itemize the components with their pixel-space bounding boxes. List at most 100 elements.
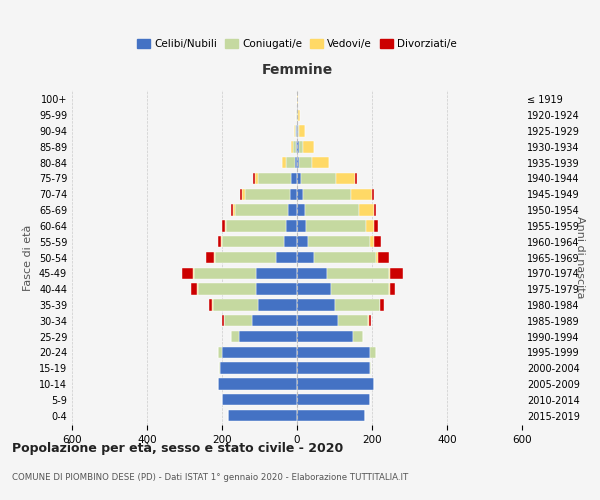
Bar	[297, 126, 298, 137]
Bar	[389, 268, 390, 279]
Bar	[302, 188, 352, 200]
Bar	[390, 268, 403, 279]
Bar	[376, 252, 377, 263]
Bar	[298, 126, 299, 137]
Bar	[194, 268, 256, 279]
Bar	[297, 141, 299, 152]
Bar	[286, 220, 297, 232]
Bar	[299, 157, 312, 168]
Bar	[214, 252, 215, 263]
Bar	[297, 394, 370, 406]
Bar	[368, 315, 371, 326]
Bar	[290, 141, 293, 152]
Bar	[298, 110, 299, 121]
Bar	[245, 188, 290, 200]
Bar	[377, 252, 389, 263]
Bar	[353, 331, 362, 342]
Bar	[222, 236, 284, 248]
Bar	[193, 268, 194, 279]
Bar	[312, 157, 329, 168]
Bar	[301, 173, 337, 184]
Bar	[374, 236, 382, 248]
Bar	[303, 141, 314, 152]
Bar	[230, 331, 232, 342]
Bar	[292, 173, 297, 184]
Bar	[355, 173, 357, 184]
Bar	[297, 331, 353, 342]
Bar	[224, 315, 252, 326]
Legend: Celibi/Nubili, Coniugati/e, Vedovi/e, Divorziati/e: Celibi/Nubili, Coniugati/e, Vedovi/e, Di…	[133, 35, 461, 54]
Bar	[327, 268, 389, 279]
Text: Femmine: Femmine	[262, 62, 332, 76]
Bar	[362, 331, 364, 342]
Bar	[370, 236, 374, 248]
Bar	[296, 141, 297, 152]
Bar	[297, 268, 327, 279]
Bar	[215, 252, 277, 263]
Bar	[299, 141, 303, 152]
Text: COMUNE DI PIOMBINO DESE (PD) - Dati ISTAT 1° gennaio 2020 - Elaborazione TUTTITA: COMUNE DI PIOMBINO DESE (PD) - Dati ISTA…	[12, 474, 408, 482]
Bar	[224, 220, 226, 232]
Bar	[235, 204, 287, 216]
Bar	[297, 410, 365, 421]
Bar	[295, 157, 297, 168]
Bar	[220, 362, 297, 374]
Text: Popolazione per età, sesso e stato civile - 2020: Popolazione per età, sesso e stato civil…	[12, 442, 343, 455]
Bar	[218, 346, 222, 358]
Y-axis label: Anni di nascita: Anni di nascita	[575, 216, 585, 298]
Bar	[374, 220, 377, 232]
Bar	[222, 346, 297, 358]
Bar	[352, 188, 372, 200]
Bar	[297, 188, 302, 200]
Bar	[226, 220, 286, 232]
Bar	[212, 299, 257, 310]
Bar	[253, 173, 254, 184]
Bar	[337, 173, 355, 184]
Bar	[287, 204, 297, 216]
Bar	[314, 252, 376, 263]
Bar	[221, 220, 224, 232]
Bar	[297, 94, 298, 105]
Bar	[359, 204, 374, 216]
Y-axis label: Fasce di età: Fasce di età	[23, 224, 33, 290]
Bar	[293, 141, 296, 152]
Bar	[182, 268, 193, 279]
Bar	[206, 252, 214, 263]
Bar	[218, 378, 297, 390]
Bar	[197, 284, 256, 295]
Bar	[222, 394, 297, 406]
Bar	[221, 236, 222, 248]
Bar	[367, 220, 374, 232]
Bar	[257, 173, 292, 184]
Bar	[389, 284, 395, 295]
Bar	[380, 299, 383, 310]
Bar	[239, 331, 297, 342]
Bar	[191, 284, 197, 295]
Bar	[297, 157, 299, 168]
Bar	[282, 157, 286, 168]
Bar	[297, 252, 314, 263]
Bar	[286, 157, 295, 168]
Bar	[221, 315, 223, 326]
Bar	[257, 299, 297, 310]
Bar	[372, 188, 374, 200]
Bar	[232, 204, 233, 216]
Bar	[297, 236, 308, 248]
Bar	[296, 126, 297, 137]
Bar	[370, 346, 376, 358]
Bar	[232, 331, 239, 342]
Bar	[297, 173, 301, 184]
Bar	[335, 299, 380, 310]
Bar	[297, 299, 335, 310]
Bar	[297, 220, 307, 232]
Bar	[233, 204, 235, 216]
Bar	[254, 173, 257, 184]
Bar	[297, 362, 370, 374]
Bar	[241, 188, 245, 200]
Bar	[284, 236, 297, 248]
Bar	[297, 378, 374, 390]
Bar	[252, 315, 297, 326]
Bar	[209, 299, 212, 310]
Bar	[308, 236, 370, 248]
Bar	[277, 252, 297, 263]
